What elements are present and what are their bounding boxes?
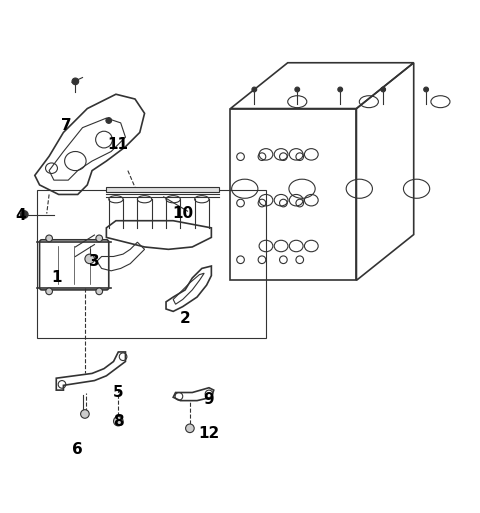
Text: 8: 8 <box>113 413 124 429</box>
Text: 10: 10 <box>172 206 193 221</box>
Text: 7: 7 <box>60 118 71 133</box>
Circle shape <box>46 235 52 242</box>
Circle shape <box>114 417 123 426</box>
Circle shape <box>424 87 429 92</box>
Text: 4: 4 <box>15 208 26 224</box>
Text: 2: 2 <box>180 311 191 326</box>
Circle shape <box>96 235 103 242</box>
Circle shape <box>186 424 194 432</box>
Text: 1: 1 <box>51 270 61 285</box>
Circle shape <box>338 87 343 92</box>
Text: 5: 5 <box>113 385 124 400</box>
Text: 3: 3 <box>89 254 100 269</box>
Circle shape <box>96 288 103 294</box>
Circle shape <box>295 87 300 92</box>
Circle shape <box>85 254 95 264</box>
Circle shape <box>381 87 385 92</box>
Text: 9: 9 <box>204 392 214 407</box>
Circle shape <box>106 117 112 123</box>
Text: 11: 11 <box>108 137 129 152</box>
Polygon shape <box>107 187 218 192</box>
Circle shape <box>72 78 79 85</box>
Text: 6: 6 <box>72 442 83 457</box>
Circle shape <box>81 410 89 418</box>
Circle shape <box>252 87 257 92</box>
Circle shape <box>21 211 28 219</box>
Text: 12: 12 <box>198 426 220 441</box>
Circle shape <box>46 288 52 294</box>
Bar <box>37 190 266 338</box>
